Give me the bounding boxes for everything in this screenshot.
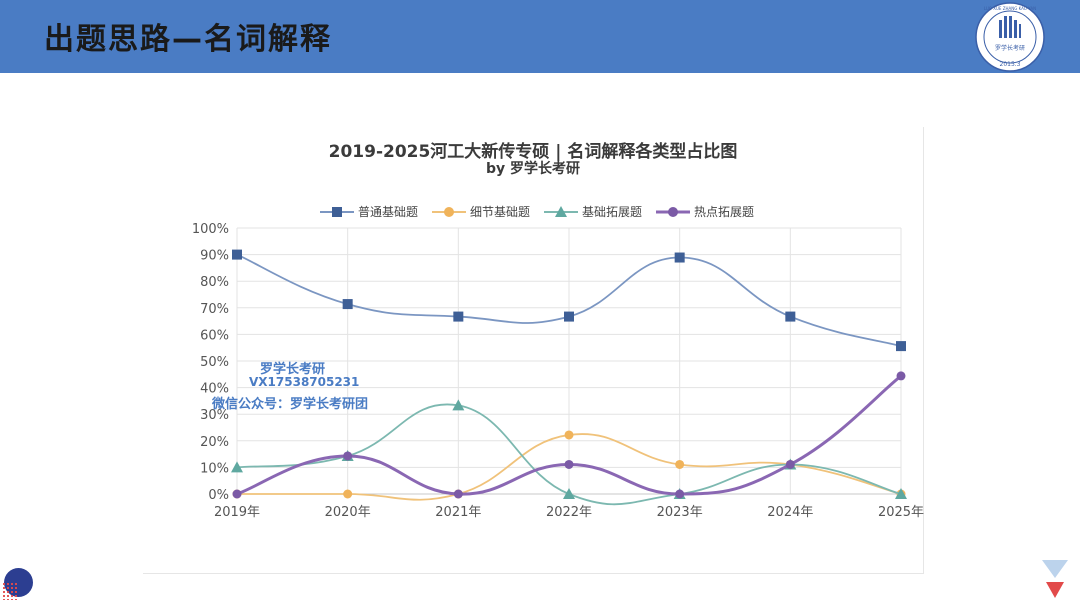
x-tick-label: 2019年	[214, 505, 260, 520]
y-tick-label: 80%	[200, 275, 229, 290]
legend-item: 细节基础题	[432, 203, 530, 220]
data-point	[785, 311, 796, 322]
data-point	[343, 451, 353, 461]
decor-triangles	[1042, 560, 1068, 598]
chart-frame	[143, 127, 924, 574]
chart-subtitle: by 罗学长考研	[485, 161, 581, 177]
data-point	[564, 430, 574, 440]
legend-label: 热点拓展题	[694, 205, 755, 219]
data-point	[675, 489, 685, 499]
chart-title: 2019-2025河工大新传专硕 | 名词解释各类型占比图	[328, 142, 738, 162]
data-point	[896, 371, 906, 381]
legend-label: 细节基础题	[470, 205, 531, 219]
x-tick-label: 2025年	[878, 505, 924, 520]
data-point	[785, 459, 795, 469]
data-point	[232, 249, 242, 260]
data-point	[563, 488, 575, 499]
data-point	[564, 311, 574, 322]
legend-item: 热点拓展题	[656, 203, 754, 220]
data-point	[674, 252, 685, 263]
y-tick-label: 90%	[200, 249, 229, 264]
watermark-line: 微信公众号：罗学长考研团	[212, 397, 369, 412]
data-point	[453, 311, 464, 322]
legend-label: 普通基础题	[358, 205, 419, 219]
legend-marker-triangle-icon	[544, 205, 579, 217]
data-point	[231, 461, 243, 473]
legend-marker-square-icon	[320, 206, 354, 217]
y-tick-label: 0%	[208, 488, 229, 503]
y-tick-label: 10%	[200, 461, 229, 476]
data-point	[232, 489, 242, 499]
data-point	[895, 488, 907, 499]
chart-legend: 普通基础题 细节基础题 基础拓展题 热点拓展题	[320, 203, 754, 220]
page-title: 出题思路—名词解释	[44, 22, 332, 57]
data-point	[343, 489, 353, 499]
legend-marker-circle-icon	[656, 206, 691, 217]
y-tick-label: 30%	[200, 408, 229, 423]
x-tick-label: 2024年	[767, 505, 813, 520]
data-point	[896, 341, 906, 352]
svg-text:LUO XUE ZHANG KAO YAN: LUO XUE ZHANG KAO YAN	[984, 6, 1036, 11]
svg-text:罗学长考研: 罗学长考研	[995, 44, 1025, 52]
y-tick-label: 60%	[200, 328, 229, 343]
data-point	[342, 299, 353, 310]
x-tick-label: 2022年	[546, 505, 592, 520]
legend-item: 基础拓展题	[544, 203, 642, 220]
legend-label: 基础拓展题	[582, 205, 643, 219]
y-tick-label: 40%	[200, 382, 229, 397]
data-point	[564, 459, 574, 469]
x-tick-label: 2023年	[657, 505, 703, 520]
y-tick-label: 50%	[200, 355, 229, 370]
y-tick-label: 100%	[192, 222, 229, 237]
watermark-line: VX17538705231	[249, 375, 360, 389]
y-tick-label: 20%	[200, 435, 229, 450]
legend-item: 普通基础题	[320, 203, 418, 220]
legend-marker-circle-icon	[432, 206, 467, 217]
data-point	[453, 489, 463, 499]
data-point	[675, 459, 685, 469]
x-tick-label: 2021年	[435, 505, 481, 520]
brand-logo: 罗学长考研 2015.3 LUO XUE ZHANG KAO YAN	[975, 2, 1045, 72]
y-tick-label: 70%	[200, 302, 229, 317]
svg-text:2015.3: 2015.3	[1000, 61, 1021, 68]
title-bar	[0, 0, 1080, 73]
x-tick-label: 2020年	[325, 505, 371, 520]
watermark-line: 罗学长考研	[260, 362, 326, 377]
data-point	[452, 399, 465, 411]
decor-dots	[2, 582, 18, 600]
